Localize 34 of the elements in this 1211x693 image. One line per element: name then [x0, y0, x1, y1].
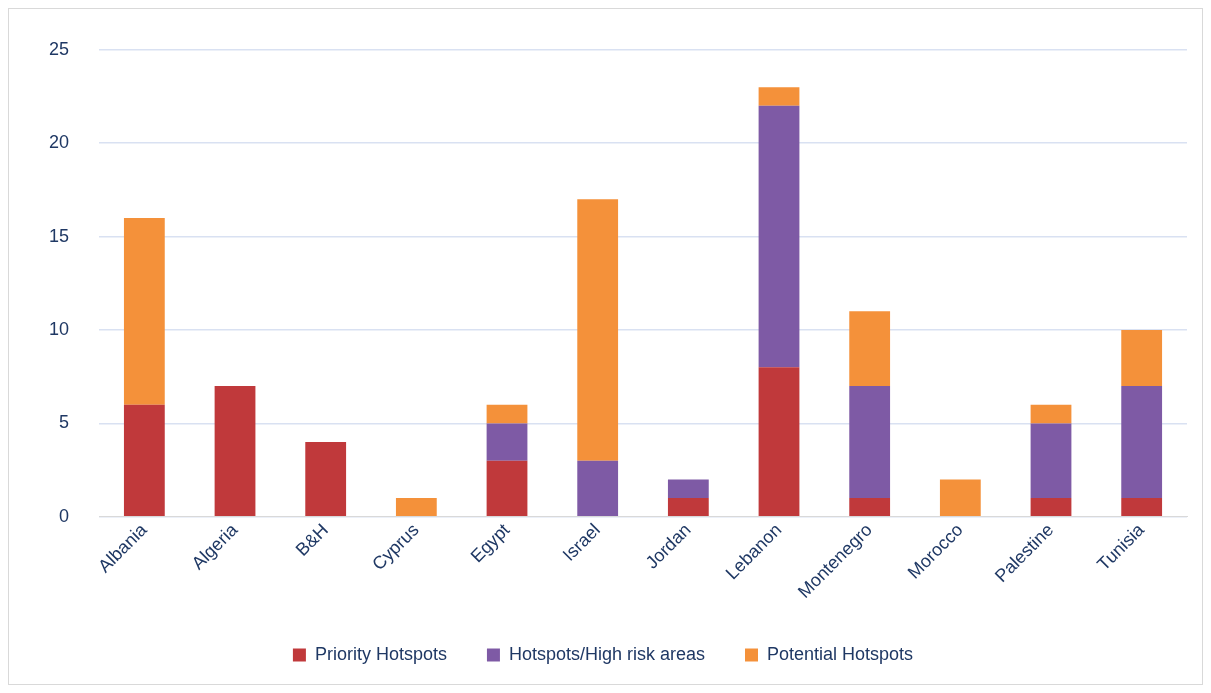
bar — [667, 479, 709, 499]
bar — [1030, 498, 1072, 517]
bar — [1121, 498, 1163, 517]
y-tick-label: 10 — [48, 318, 70, 339]
bar — [1121, 330, 1163, 387]
bar — [305, 442, 347, 517]
bar — [758, 105, 800, 368]
y-tick-label: 20 — [48, 132, 70, 153]
bar — [758, 367, 800, 517]
legend-label: Hotspots/High risk areas — [508, 643, 706, 664]
bar — [1121, 386, 1163, 499]
bar — [758, 87, 800, 106]
bar — [486, 423, 528, 461]
y-tick-label: 0 — [59, 505, 70, 526]
y-tick-label: 25 — [48, 38, 70, 59]
bar — [123, 404, 165, 517]
y-tick-label: 15 — [48, 225, 70, 246]
bar — [123, 217, 165, 405]
bar — [849, 498, 891, 517]
bar — [849, 386, 891, 499]
bar — [577, 460, 619, 517]
bar — [577, 199, 619, 461]
bar — [214, 386, 256, 517]
bar — [486, 460, 528, 517]
bar — [849, 311, 891, 387]
bar — [395, 498, 437, 517]
bar — [667, 498, 709, 517]
bar — [1030, 423, 1072, 499]
legend-label: Potential Hotspots — [767, 643, 914, 664]
bar — [1030, 404, 1072, 424]
bar — [486, 404, 528, 424]
legend-label: Priority Hotspots — [314, 643, 447, 664]
bar — [939, 479, 981, 517]
y-tick-label: 5 — [59, 412, 70, 433]
